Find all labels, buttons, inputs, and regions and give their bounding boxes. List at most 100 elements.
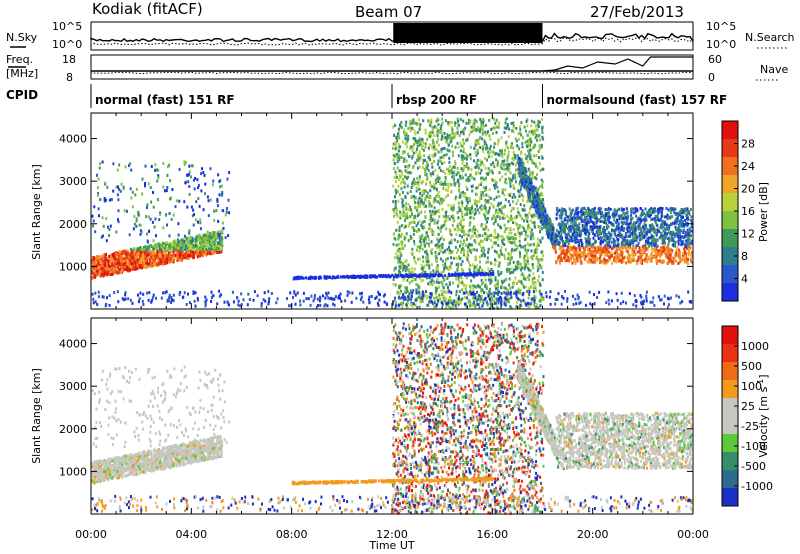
range-cell — [457, 284, 460, 288]
range-cell — [413, 256, 416, 260]
range-cell — [115, 230, 118, 234]
range-cell — [405, 273, 408, 277]
range-cell — [484, 217, 487, 221]
range-cell — [474, 118, 477, 122]
range-cell — [118, 187, 121, 191]
range-cell — [437, 219, 440, 223]
range-cell — [361, 275, 364, 279]
range-cell — [494, 121, 497, 125]
range-cell — [160, 246, 163, 250]
range-cell — [638, 225, 641, 229]
range-cell — [431, 153, 434, 157]
range-cell — [508, 216, 511, 220]
range-cell — [461, 246, 464, 250]
range-cell — [461, 225, 464, 229]
range-cell — [414, 303, 417, 307]
range-cell — [529, 170, 532, 174]
range-cell — [448, 217, 451, 221]
range-cell — [494, 236, 497, 239]
range-cell — [393, 154, 396, 158]
range-cell — [188, 231, 191, 235]
range-cell — [488, 147, 491, 151]
range-cell — [439, 130, 441, 134]
range-cell — [462, 224, 465, 228]
range-cell — [198, 204, 201, 208]
range-cell — [538, 263, 541, 267]
range-cell — [219, 185, 222, 189]
range-cell — [407, 239, 410, 243]
range-cell — [183, 255, 186, 259]
range-cell — [401, 204, 404, 208]
range-cell — [109, 258, 112, 262]
range-cell — [454, 273, 457, 277]
range-cell — [473, 177, 476, 181]
range-cell — [421, 144, 424, 148]
range-cell — [204, 242, 207, 246]
range-cell — [478, 234, 481, 238]
range-cell — [532, 213, 535, 217]
range-cell — [530, 177, 533, 181]
range-cell — [201, 244, 204, 248]
range-cell — [527, 296, 530, 300]
range-cell — [457, 262, 460, 266]
range-cell — [157, 176, 160, 180]
range-cell — [410, 221, 413, 224]
range-cell — [511, 247, 514, 251]
range-cell — [168, 234, 171, 238]
range-cell — [397, 184, 400, 188]
range-cell — [491, 217, 494, 221]
range-cell — [459, 272, 462, 276]
range-cell — [410, 301, 413, 305]
range-cell — [166, 165, 169, 169]
range-cell — [349, 275, 352, 279]
range-cell — [411, 304, 414, 308]
range-cell — [433, 305, 436, 309]
range-cell — [466, 212, 469, 216]
range-cell — [100, 267, 103, 271]
range-cell — [213, 209, 216, 213]
range-cell — [433, 134, 436, 137]
range-cell — [401, 201, 404, 205]
range-cell — [497, 237, 500, 241]
range-cell — [468, 299, 471, 302]
range-cell — [430, 228, 433, 232]
range-cell — [529, 285, 532, 289]
range-cell — [224, 213, 227, 217]
range-cell — [429, 183, 432, 187]
range-cell — [131, 249, 134, 253]
range-cell — [439, 127, 442, 131]
range-cell — [501, 160, 504, 164]
range-cell — [453, 181, 456, 185]
range-cell — [202, 238, 205, 242]
range-cell — [228, 211, 231, 215]
range-cell — [485, 291, 488, 295]
range-cell — [185, 241, 188, 245]
range-cell — [477, 268, 480, 272]
range-cell — [347, 275, 350, 279]
range-cell — [176, 254, 179, 258]
range-cell — [501, 188, 504, 192]
range-cell — [486, 146, 489, 150]
range-cell — [205, 233, 208, 237]
range-cell — [156, 243, 159, 247]
range-cell — [454, 160, 456, 164]
range-cell — [204, 244, 207, 248]
range-cell — [473, 225, 476, 229]
range-cell — [453, 238, 456, 242]
range-cell — [486, 173, 489, 176]
range-cell — [475, 165, 477, 169]
range-cell — [524, 213, 527, 217]
range-cell — [494, 218, 497, 222]
range-cell — [520, 281, 523, 285]
range-cell — [493, 235, 495, 239]
range-cell — [152, 252, 155, 256]
range-cell — [444, 274, 447, 278]
range-cell — [383, 274, 386, 278]
range-cell — [462, 228, 465, 232]
range-cell — [412, 226, 415, 230]
range-cell — [165, 247, 168, 251]
range-cell — [400, 181, 403, 185]
range-cell — [503, 243, 506, 246]
range-cell — [416, 214, 419, 218]
range-cell — [441, 283, 444, 287]
